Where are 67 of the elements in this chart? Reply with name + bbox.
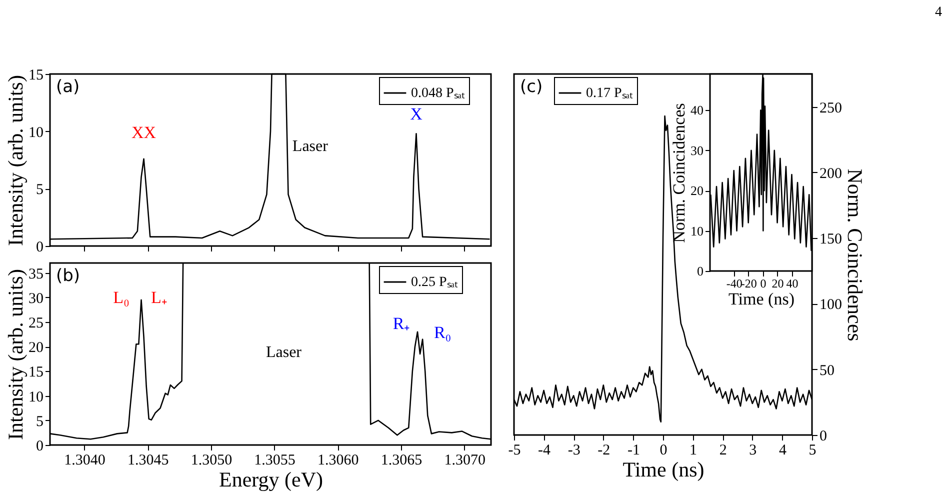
y2-tick-label: 100 [820, 297, 842, 314]
y-tick-label: 20 [28, 340, 44, 356]
x-axis-title: Time (ns) [622, 458, 704, 482]
x-tick-label: -2 [598, 442, 610, 458]
x-tick-label: 20 [772, 276, 784, 290]
x-axis-title: Energy (eV) [219, 468, 323, 492]
annotation: Laser [266, 344, 302, 362]
x-tick-label: 3 [749, 442, 757, 458]
x-tick-label: 5 [808, 442, 816, 458]
y-tick-label: 40 [690, 102, 704, 118]
x-tick-label: -3 [568, 442, 580, 458]
y-tick-label: 30 [690, 142, 704, 158]
annotation: L₀ [113, 288, 130, 307]
y2-tick-label: 250 [820, 100, 842, 116]
chart-title: (a) [56, 77, 80, 97]
y2-tick-label: 200 [820, 166, 842, 182]
y-tick-label: 35 [28, 266, 44, 282]
y-tick-label: 10 [28, 389, 44, 406]
x-tick-label: -4 [538, 442, 552, 458]
x-tick-label: 2 [719, 442, 727, 458]
y-tick-label: 30 [28, 290, 44, 307]
y-tick-label: 25 [28, 316, 44, 332]
x-tick-label: 0 [660, 442, 668, 458]
x-tick-label: 1.3040 [64, 452, 106, 468]
x-tick-label: 1.3050 [190, 452, 232, 468]
x-tick-label: 4 [778, 442, 787, 458]
y-tick-label: 20 [690, 183, 704, 198]
y-tick-label: 5 [36, 182, 44, 198]
y-axis-title: Intensity (arb. units) [4, 269, 28, 440]
x-tick-label: -20 [740, 276, 757, 290]
y-tick-label: 0 [697, 264, 704, 278]
x-tick-label: 1.3045 [127, 452, 169, 468]
x-axis-title: Time (ns) [728, 290, 794, 308]
x-tick-label: 1.3060 [318, 452, 359, 468]
chart-title: (c) [520, 77, 543, 97]
x-tick-label: 40 [786, 276, 798, 290]
annotation: Laser [292, 138, 329, 156]
y-axis-title: Norm. Coincidences [670, 103, 688, 243]
x-tick-label: 1.3070 [444, 452, 486, 468]
y2-axis-title: Norm. Coincidences [843, 168, 867, 342]
y-tick-label: 0 [36, 240, 44, 256]
x-tick-label: -5 [508, 442, 521, 458]
annotation: R₀ [434, 323, 452, 342]
y-axis-title: Intensity (arb. units) [4, 75, 28, 246]
legend-label: 0.25 Pₛₐₜ [411, 275, 459, 290]
y-tick-label: 10 [690, 223, 704, 238]
y2-tick-label: 0 [820, 428, 827, 444]
y2-tick-label: 150 [820, 232, 842, 248]
annotation: XX [131, 122, 156, 142]
x-tick-label: 1.3065 [380, 452, 422, 468]
legend-label: 0.17 Pₛₐₜ [586, 86, 634, 101]
legend-label: 0.048 Pₛₐₜ [411, 86, 466, 101]
chart-title: (b) [56, 266, 80, 286]
x-tick-label: -40 [726, 276, 742, 290]
text: 4 [935, 5, 942, 20]
x-tick-label: 0 [760, 276, 766, 290]
x-tick-label: 1.3055 [254, 452, 296, 468]
x-tick-label: 1 [690, 442, 698, 458]
y-tick-label: 15 [28, 364, 44, 381]
annotation: R₊ [392, 314, 410, 333]
annotation: X [410, 104, 422, 124]
x-tick-label: -1 [627, 442, 640, 458]
y-tick-label: 15 [28, 68, 44, 84]
y-tick-label: 10 [28, 124, 44, 141]
annotation: L₊ [151, 288, 168, 307]
y2-tick-label: 50 [820, 362, 834, 379]
y-tick-label: 5 [36, 414, 44, 430]
